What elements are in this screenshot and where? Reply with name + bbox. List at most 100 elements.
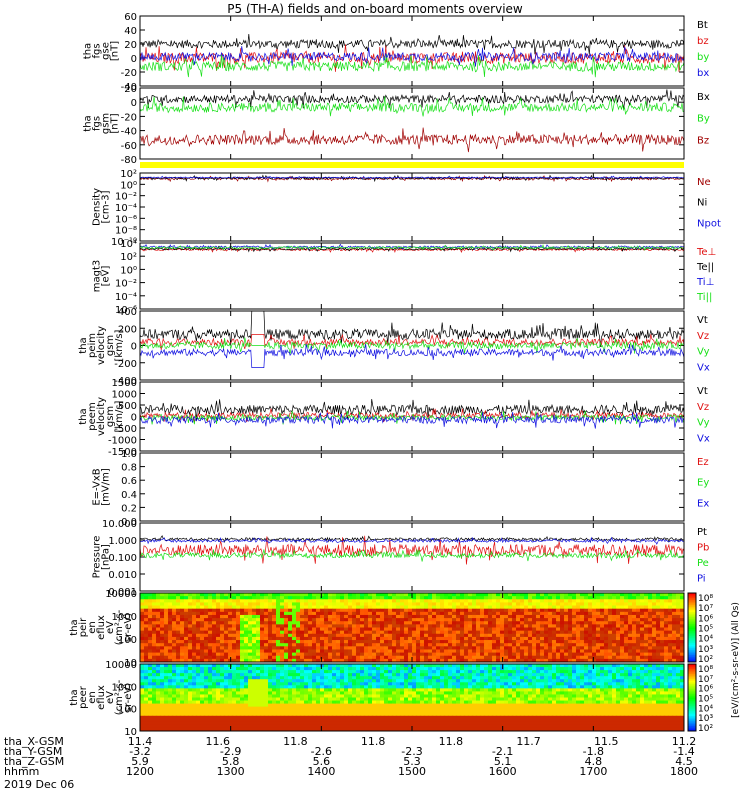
spectrogram-cell <box>652 611 657 616</box>
spectrogram-cell <box>628 614 633 619</box>
spectrogram-cell <box>420 636 425 641</box>
spectrogram-cell <box>308 605 313 610</box>
spectrogram-cell <box>624 688 629 692</box>
spectrogram-cell <box>140 640 145 644</box>
spectrogram-cell <box>300 630 305 635</box>
spectrogram-cell <box>572 614 577 619</box>
y-tick-label: 20 <box>124 84 137 95</box>
spectrogram-cell <box>536 602 541 606</box>
spectrogram-cell <box>384 608 389 613</box>
spectrogram-cell <box>680 673 685 677</box>
spectrogram-cell <box>592 652 597 657</box>
spectrogram-cell <box>192 611 197 616</box>
spectrogram-cell <box>452 605 457 610</box>
spectrogram-cell <box>604 640 609 644</box>
spectrogram-cell <box>524 652 529 657</box>
spectrogram-cell <box>240 688 245 692</box>
spectrogram-cell <box>372 618 377 622</box>
spectrogram-cell <box>192 649 197 653</box>
y-axis-label: [km/s] <box>114 400 125 432</box>
spectrogram-cell <box>348 652 353 657</box>
spectrogram-cell <box>384 614 389 619</box>
spectrogram-cell <box>412 697 417 701</box>
spectrogram-cell <box>384 640 389 644</box>
spectrogram-cell <box>264 658 269 663</box>
spectrogram-cell <box>300 602 305 606</box>
spectrogram-cell <box>332 618 337 622</box>
spectrogram-cell <box>556 685 561 689</box>
spectrogram-cell <box>492 624 497 628</box>
spectrogram-cell <box>296 621 301 625</box>
spectrogram-cell <box>540 691 545 695</box>
spectrogram-cell <box>512 618 517 622</box>
spectrogram-cell <box>296 593 301 597</box>
spectrogram-cell <box>356 611 361 616</box>
spectrogram-cell <box>536 608 541 613</box>
spectrogram-cell <box>376 630 381 635</box>
spectrogram-cell <box>224 670 229 674</box>
spectrogram-cell <box>552 673 557 677</box>
spectrogram-cell <box>512 614 517 619</box>
spectrogram-cell <box>264 664 269 668</box>
spectrogram-cell <box>536 664 541 668</box>
spectrogram-cell <box>220 697 225 701</box>
spectrogram-cell <box>420 685 425 689</box>
spectrogram-cell <box>644 667 649 671</box>
spectrogram-cell <box>680 627 685 632</box>
spectrogram-cell <box>636 691 641 695</box>
spectrogram-cell <box>512 636 517 641</box>
spectrogram-cell <box>296 608 301 613</box>
spectrogram-cell <box>172 658 177 663</box>
spectrogram-cell <box>256 670 261 674</box>
spectrogram-cell <box>340 688 345 692</box>
spectrogram-cell <box>232 685 237 689</box>
spectrogram-cell <box>284 636 289 641</box>
spectrogram-cell <box>616 614 621 619</box>
spectrogram-cell <box>536 627 541 632</box>
spectrogram-cell <box>612 673 617 677</box>
spectrogram-cell <box>612 685 617 689</box>
spectrogram-cell <box>596 643 601 647</box>
spectrogram-cell <box>520 682 525 686</box>
spectrogram-cell <box>556 614 561 619</box>
spectrogram-cell <box>300 640 305 644</box>
spectrogram-cell <box>564 608 569 613</box>
legend-label: Ti⊥ <box>696 277 714 288</box>
spectrogram-cell <box>440 630 445 635</box>
series-line <box>139 411 685 429</box>
spectrogram-cell <box>200 694 205 698</box>
y-axis-label: velocity <box>96 397 107 436</box>
spectrogram-cell <box>400 691 405 695</box>
spectrogram-cell <box>432 630 437 635</box>
spectrogram-cell <box>316 593 321 597</box>
spectrogram-cell <box>680 670 685 674</box>
spectrogram-cell <box>144 596 149 600</box>
spectrogram-cell <box>316 649 321 653</box>
spectrogram-cell <box>476 611 481 616</box>
spectrogram-cell <box>488 602 493 606</box>
spectrogram-cell <box>148 630 153 635</box>
spectrogram-cell <box>500 630 505 635</box>
spectrogram-cell <box>460 593 465 597</box>
spectrogram-cell <box>352 664 357 668</box>
y-axis-label: [mV/m] <box>101 468 112 506</box>
spectrogram-cell <box>172 627 177 632</box>
spectrogram-cell <box>356 679 361 683</box>
spectrogram-cell <box>664 676 669 680</box>
spectrogram-cell <box>376 633 381 638</box>
spectrogram-cell <box>540 614 545 619</box>
spectrogram-cell <box>512 688 517 692</box>
spectrogram-cell <box>584 636 589 641</box>
spectrogram-cell <box>176 685 181 689</box>
spectrogram-cell <box>320 667 325 671</box>
spectrogram-cell <box>164 611 169 616</box>
spectrogram-cell <box>320 630 325 635</box>
spectrogram-cell <box>240 621 245 625</box>
spectrogram-cell <box>488 627 493 632</box>
spectrogram-cell <box>332 596 337 600</box>
spectrogram-cell <box>212 593 217 597</box>
spectrogram-cell <box>472 624 477 628</box>
spectrogram-cell <box>244 658 249 663</box>
spectrogram-cell <box>160 611 165 616</box>
spectrogram-cell <box>444 685 449 689</box>
